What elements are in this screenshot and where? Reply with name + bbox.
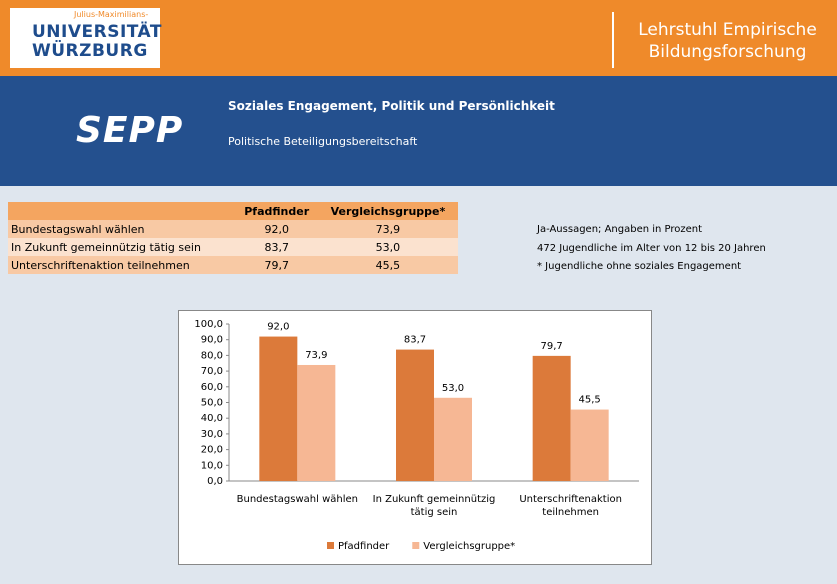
header-cell: Pfadfinder bbox=[235, 202, 318, 220]
data-label: 79,7 bbox=[541, 341, 563, 352]
y-tick-label: 80,0 bbox=[201, 350, 223, 361]
data-label: 92,0 bbox=[267, 322, 289, 333]
y-tick-label: 30,0 bbox=[201, 429, 223, 440]
banner bbox=[0, 76, 837, 186]
university-line: Julius-Maximilians- bbox=[74, 10, 149, 19]
x-tick-label: Bundestagswahl wählen bbox=[236, 494, 359, 505]
data-label: 53,0 bbox=[442, 383, 464, 394]
row-label: Unterschriftenaktion teilnehmen bbox=[8, 256, 236, 274]
row-label: In Zukunft gemeinnützig tätig sein bbox=[8, 238, 236, 256]
logo-box bbox=[10, 8, 160, 68]
university-line: UNIVERSITÄT bbox=[32, 22, 162, 42]
y-tick-label: 90,0 bbox=[201, 335, 223, 346]
y-tick-label: 60,0 bbox=[201, 382, 223, 393]
cell: 45,5 bbox=[317, 256, 458, 274]
data-label: 45,5 bbox=[579, 395, 601, 406]
y-tick-label: 10,0 bbox=[201, 460, 223, 471]
bar bbox=[396, 349, 434, 481]
bar bbox=[297, 364, 336, 481]
legend-swatch bbox=[327, 542, 334, 549]
x-tick-label: Unterschriftenaktion teilnehmen bbox=[519, 494, 622, 518]
table-header: Pfadfinder Vergleichsgruppe* bbox=[8, 202, 458, 220]
y-tick-label: 50,0 bbox=[201, 398, 223, 409]
cell: 83,7 bbox=[235, 238, 318, 256]
legend-label: Pfadfinder bbox=[338, 541, 390, 552]
y-tick-label: 100,0 bbox=[194, 319, 223, 330]
y-tick-label: 70,0 bbox=[201, 366, 223, 377]
y-tick-label: 40,0 bbox=[201, 413, 223, 424]
note: 472 Jugendliche im Alter von 12 bis 20 J… bbox=[537, 243, 766, 254]
chair-line: Lehrstuhl Empirische bbox=[638, 20, 817, 40]
header-cell bbox=[8, 202, 236, 220]
chart: 0,0 10,0 20,0 30,0 40,0 50,0 60,0 70,0 80,0 90,0 1… bbox=[194, 319, 639, 552]
note: * Jugendliche ohne soziales Engagement bbox=[537, 261, 742, 272]
cell: 53,0 bbox=[317, 238, 458, 256]
y-tick-label: 0,0 bbox=[207, 476, 223, 487]
banner-subtitle: Politische Beteiligungsbereitschaft bbox=[228, 135, 418, 148]
banner-title: Soziales Engagement, Politik und Persönl… bbox=[228, 99, 555, 113]
bar bbox=[259, 336, 298, 481]
cell: 92,0 bbox=[235, 220, 318, 238]
x-tick-label: In Zukunft gemeinnützig tätig sein bbox=[372, 494, 496, 518]
data-label: 83,7 bbox=[404, 335, 426, 346]
chart-frame: 0,0 10,0 20,0 30,0 40,0 50,0 60,0 70,0 80,0 90,0 1… bbox=[178, 310, 652, 565]
table-row: Unterschriftenaktion teilnehmen 79,7 45,5 bbox=[8, 256, 458, 274]
row-label: Bundestagswahl wählen bbox=[8, 220, 236, 238]
y-tick-label: 20,0 bbox=[201, 445, 223, 456]
legend-swatch bbox=[412, 542, 420, 549]
table-row: Bundestagswahl wählen 92,0 73,9 bbox=[8, 220, 458, 238]
bar bbox=[434, 397, 472, 481]
chair-line: Bildungsforschung bbox=[648, 42, 807, 62]
cell: 79,7 bbox=[235, 256, 318, 274]
table-row: In Zukunft gemeinnützig tätig sein 83,7 53… bbox=[8, 238, 458, 256]
header-cell: Vergleichsgruppe* bbox=[317, 202, 458, 220]
bar bbox=[570, 409, 609, 481]
bar bbox=[532, 355, 571, 481]
legend-label: Vergleichsgruppe* bbox=[423, 541, 515, 552]
cell: 73,9 bbox=[317, 220, 458, 238]
divider bbox=[612, 12, 614, 68]
note: Ja-Aussagen; Angaben in Prozent bbox=[537, 224, 703, 235]
university-line: WÜRZBURG bbox=[32, 41, 148, 61]
data-table: Pfadfinder Vergleichsgruppe* Bundestagsw… bbox=[8, 202, 458, 274]
project-logo: SEPP bbox=[76, 110, 184, 151]
data-label: 73,9 bbox=[305, 350, 327, 361]
